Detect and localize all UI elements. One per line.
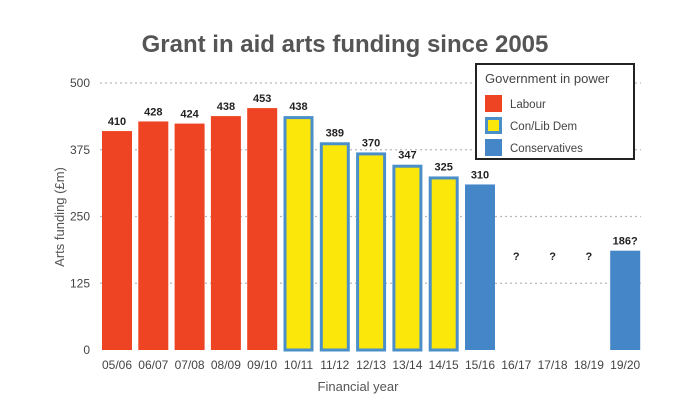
x-tick-label: 18/19 [574,358,604,372]
bar-value-label: 389 [326,127,344,139]
legend-label: Conservatives [510,143,583,155]
x-tick-label: 12/13 [356,358,386,372]
bar [428,176,459,352]
legend-swatch [485,139,502,156]
legend-label: Labour [510,99,546,111]
bar-value-label: 428 [144,106,162,118]
x-tick-label: 15/16 [465,358,495,372]
legend-label: Con/Lib Dem [510,121,577,133]
y-tick-label: 0 [83,343,90,357]
x-axis-ticks: 05/06 06/07 07/08 08/09 09/10 10/11 11/12 12/13… [102,358,641,372]
x-tick-label: 19/20 [610,358,640,372]
bar [319,142,350,352]
y-tick-label: 125 [70,276,90,290]
bar-value-label: ? [586,251,593,263]
x-tick-label: 09/10 [247,358,277,372]
bar [174,123,205,350]
x-tick-label: 07/08 [175,358,205,372]
bar [465,184,495,350]
x-tick-label: 14/15 [429,358,459,372]
legend-swatch [485,117,502,134]
bar-value-label: 310 [471,169,489,181]
bar [102,131,132,350]
bar-value-label: 453 [253,93,271,105]
x-tick-label: 10/11 [284,358,313,372]
y-axis-ticks: 0 125 250 375 500 [70,76,90,357]
bar-layer [102,108,641,352]
bar-value-label: 438 [217,101,235,113]
legend: Government in power Labour Con/Lib Dem Con… [475,63,635,160]
x-tick-label: 17/18 [538,358,568,372]
bar [610,250,641,350]
x-tick-label: 06/07 [138,358,168,372]
bar-value-label: ? [549,251,556,263]
x-tick-label: 11/12 [320,358,349,372]
bar [247,108,278,351]
y-tick-label: 375 [70,143,90,157]
data-labels: 410 428 424 438 453 438 389 370 347 325 310?? ? 186? [108,93,638,263]
legend-items: Labour Con/Lib Dem Conservatives [485,95,583,156]
x-tick-label: 16/17 [501,358,531,372]
bar-value-label: 370 [362,137,380,149]
y-tick-label: 250 [70,210,90,224]
legend-swatch [485,95,502,112]
y-axis-label: Arts funding (£m) [52,167,67,267]
x-tick-label: 05/06 [102,358,132,372]
legend-box [475,63,635,160]
x-tick-label: 13/14 [392,358,422,372]
y-tick-label: 500 [70,76,90,90]
bar-value-label: 186? [613,236,638,248]
bar [210,116,241,350]
bar-value-label: ? [513,251,520,263]
bar-value-label: 438 [289,101,307,113]
bar [392,164,423,352]
bar-value-label: 325 [435,161,453,173]
x-axis-label: Financial year [318,379,400,394]
bar-value-label: 410 [108,116,126,128]
bar [138,121,169,350]
bar [356,152,387,352]
bar [283,116,314,352]
bar-value-label: 347 [398,150,416,162]
bar-value-label: 424 [180,109,199,121]
legend-title: Government in power [485,71,610,86]
chart-title: Grant in aid arts funding since 2005 [142,31,549,58]
x-tick-label: 08/09 [211,358,241,372]
